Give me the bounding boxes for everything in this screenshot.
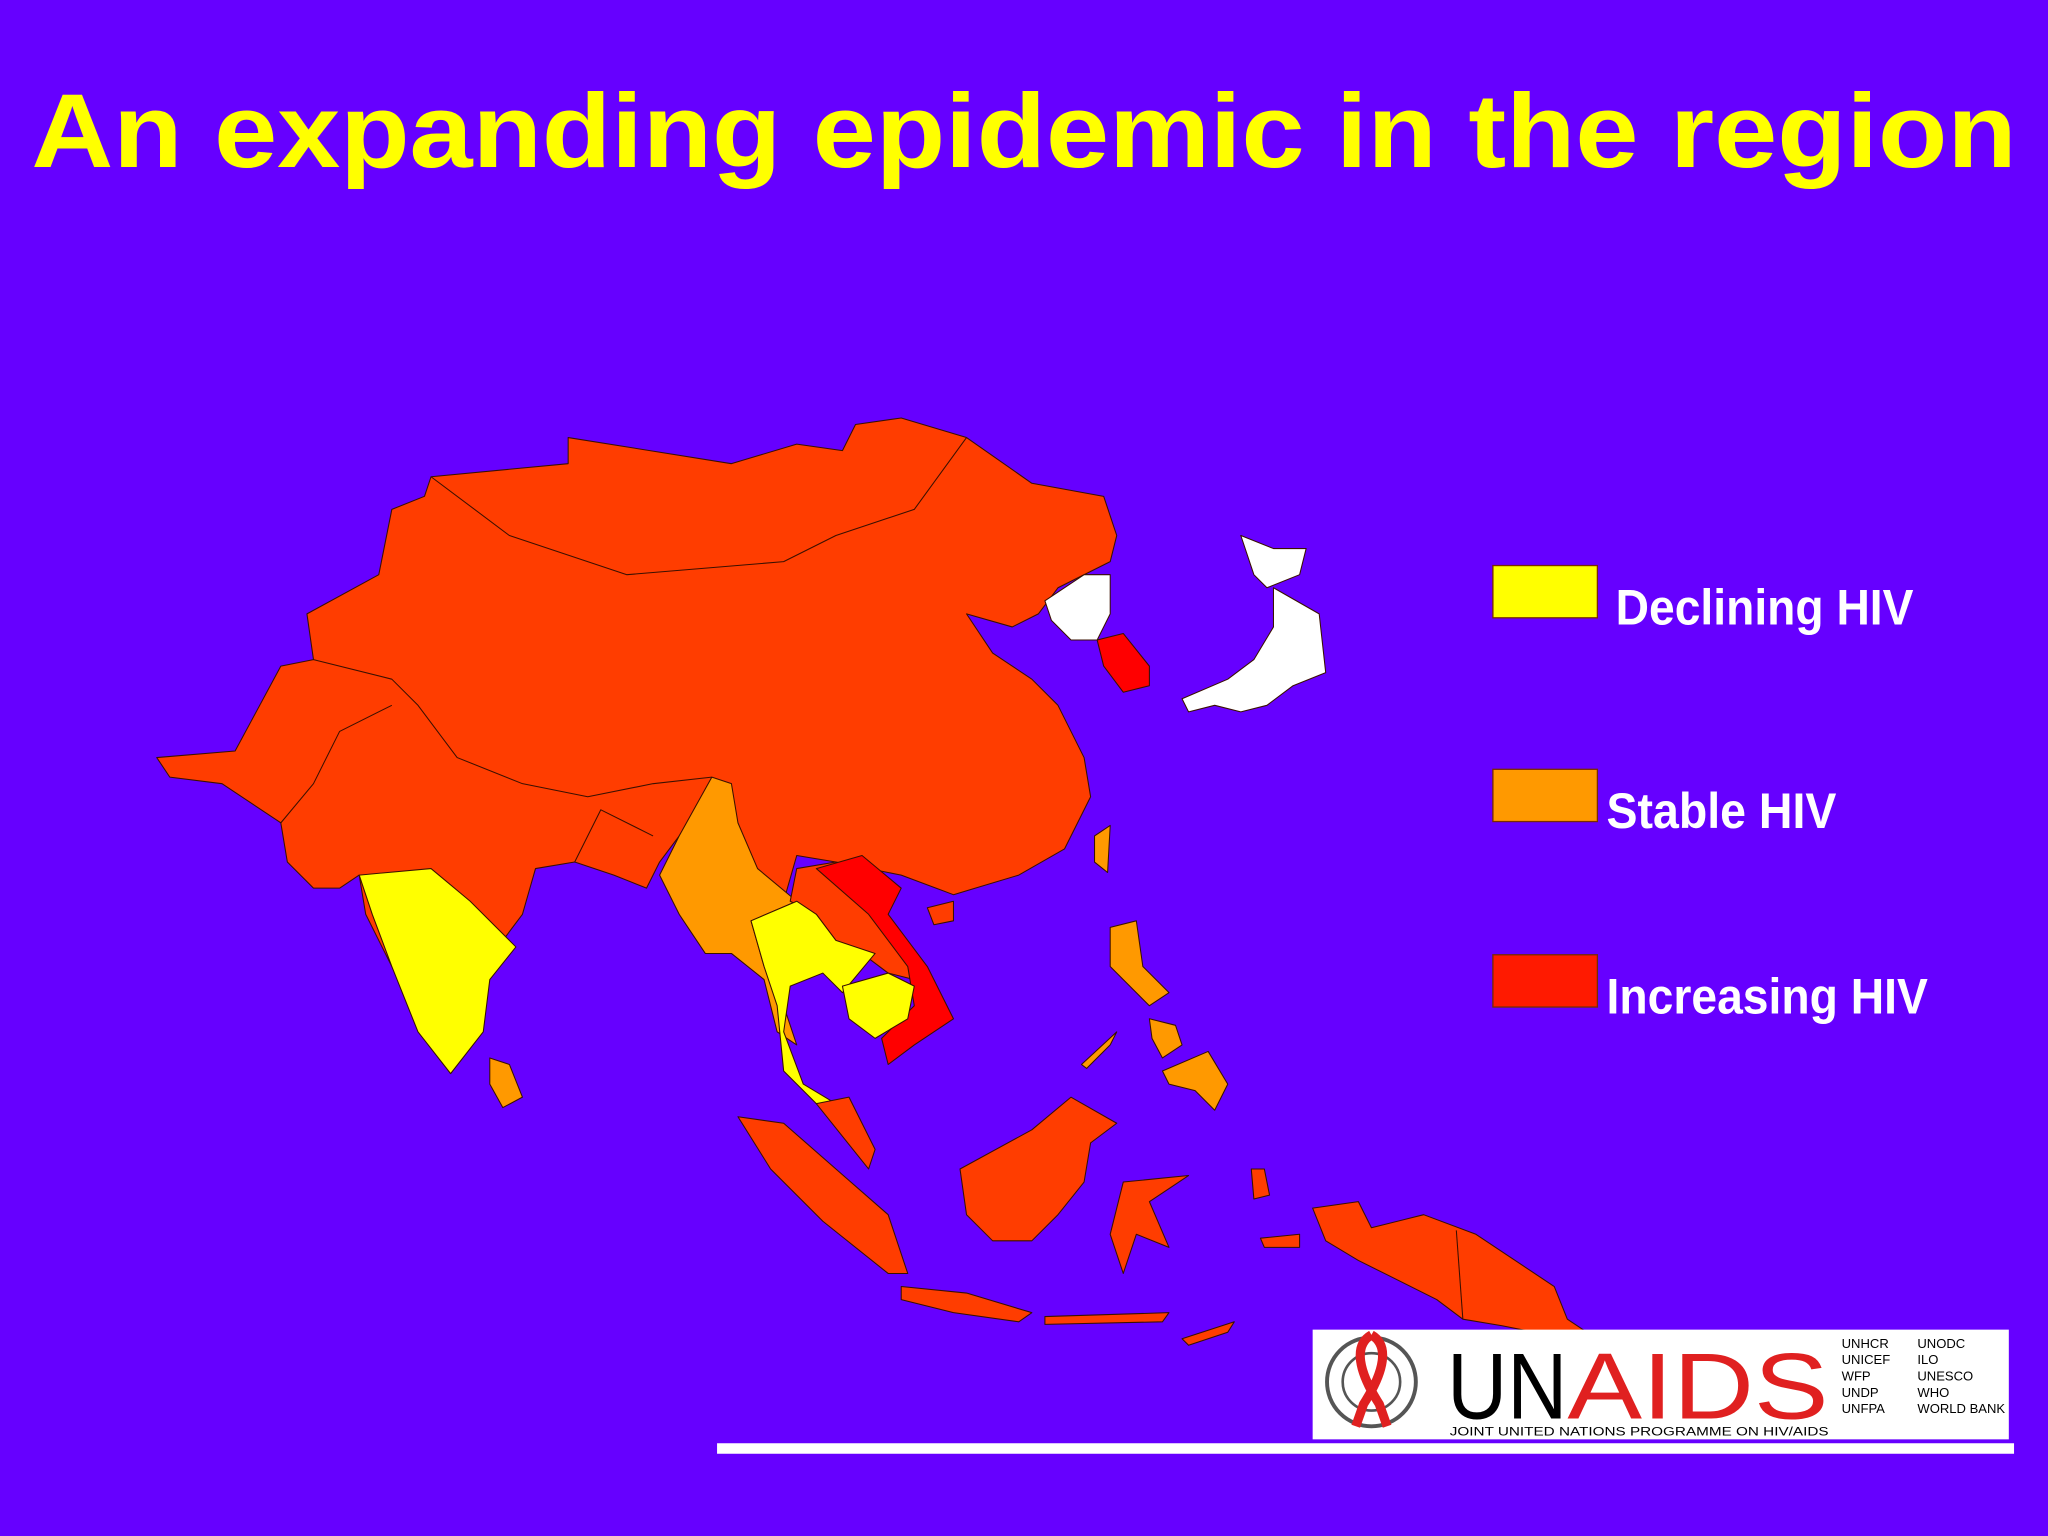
country-thailand — [750, 900, 876, 1105]
logo-aids: AIDS — [1567, 1333, 1828, 1438]
cosponsor-name: UNHCR — [1842, 1336, 1889, 1351]
country-india — [358, 868, 517, 1075]
red-ribbon — [1351, 1330, 1392, 1428]
legend-swatch — [1492, 954, 1599, 1008]
legend-swatch — [1492, 564, 1599, 619]
island-hainan — [926, 900, 954, 926]
cosponsor-name: UNFPA — [1842, 1401, 1886, 1416]
cosponsor-name: ILO — [1917, 1352, 1938, 1367]
cosponsor-name: WHO — [1917, 1385, 1949, 1400]
philippines-visayas — [1148, 1018, 1183, 1059]
legend-label: Declining HIV — [1616, 579, 1914, 635]
legend: Declining HIV Stable HIV Increasing HIV — [1492, 564, 1928, 1025]
country-cambodia — [841, 972, 915, 1039]
legend-swatch — [1492, 768, 1599, 823]
philippines-luzon — [1109, 920, 1170, 1007]
cosponsor-name: WORLD BANK — [1917, 1401, 2005, 1416]
unaids-logo: UN AIDS JOINT UNITED NATIONS PROGRAMME O… — [1312, 1329, 2009, 1440]
border-lines — [280, 437, 967, 863]
islands-maluku — [1259, 1233, 1301, 1248]
un-emblem-globe — [1341, 1351, 1402, 1412]
cosponsor-name: UNESCO — [1917, 1369, 1973, 1384]
country-south-korea — [1096, 632, 1150, 693]
logo-tagline: JOINT UNITED NATIONS PROGRAMME ON HIV/AI… — [1450, 1425, 1829, 1438]
cosponsor-name: UNDP — [1842, 1385, 1879, 1400]
country-vietnam — [815, 854, 954, 1066]
islands-nusa-tenggara — [1044, 1312, 1170, 1325]
island-timor — [1181, 1321, 1235, 1346]
logo-un: UN — [1447, 1333, 1567, 1438]
japan-hokkaido — [1240, 534, 1307, 589]
island-sumatra — [737, 1116, 909, 1274]
slide-title: An expanding epidemic in the region — [31, 73, 2016, 190]
logo-background — [1312, 1329, 2009, 1440]
island-borneo — [959, 1096, 1118, 1242]
cosponsor-name: UNICEF — [1842, 1352, 1891, 1367]
country-sri-lanka — [489, 1057, 523, 1109]
legend-label: Stable HIV — [1607, 783, 1837, 839]
cosponsor-name: UNODC — [1917, 1336, 1965, 1351]
cosponsor-name: WFP — [1842, 1369, 1871, 1384]
country-north-korea — [1044, 574, 1111, 641]
png-border — [1455, 1230, 1464, 1320]
island-sulawesi — [1109, 1174, 1190, 1274]
island-taiwan — [1094, 824, 1111, 874]
philippines-mindanao — [1161, 1050, 1229, 1111]
legend-label: Increasing HIV — [1607, 969, 1928, 1025]
island-java — [900, 1286, 1033, 1323]
malay-peninsula — [815, 1096, 876, 1170]
map — [156, 417, 1608, 1346]
japan-honshu — [1181, 587, 1327, 713]
island-halmahera — [1250, 1168, 1271, 1200]
island-palawan — [1080, 1031, 1118, 1069]
